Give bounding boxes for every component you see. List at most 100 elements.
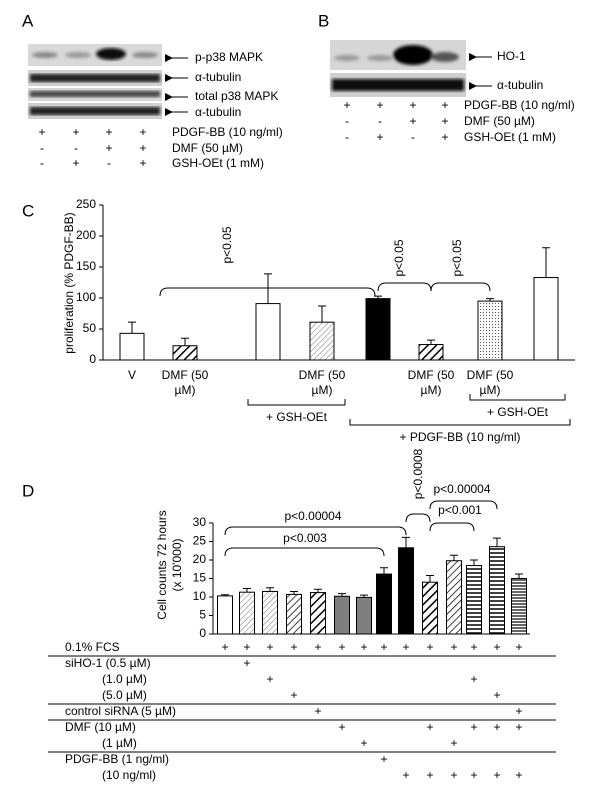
condition-mark: + <box>515 768 522 782</box>
condition-mark: + <box>493 720 500 734</box>
treatment-label: DMF (50 µM) <box>172 141 243 155</box>
error-bar <box>318 305 326 323</box>
condition-mark: + <box>450 768 457 782</box>
x-tick-label-box: DMF (50 µM) <box>407 368 455 397</box>
bar <box>418 344 444 361</box>
treatment-sign: - <box>40 156 44 170</box>
error-bar <box>264 273 272 304</box>
treatment-sign: + <box>376 130 383 144</box>
treatment-sign: + <box>139 125 146 139</box>
treatment-sign: + <box>409 114 416 128</box>
x-tick-label: DMF (50 µM) <box>407 368 455 397</box>
condition-mark: + <box>402 768 409 782</box>
p-value: p<0.001 <box>438 503 482 517</box>
x-tick-label-box: V <box>128 368 136 382</box>
error-bar <box>542 247 550 278</box>
treatment-sign: - <box>345 114 349 128</box>
treatment-sign: + <box>38 125 45 139</box>
bar <box>286 593 302 635</box>
error-bar <box>128 321 136 334</box>
condition-mark: + <box>493 768 500 782</box>
bar <box>533 277 559 361</box>
condition-label: (5.0 µM) <box>102 688 147 702</box>
significance-bracket <box>405 513 431 523</box>
condition-mark: + <box>314 640 321 654</box>
bar <box>422 581 438 635</box>
condition-mark: + <box>450 640 457 654</box>
panel-letter: B <box>318 11 329 30</box>
y-tick-label: 100 <box>76 290 96 304</box>
p-value: p<0.00004 <box>433 482 490 496</box>
treatment-label: DMF (50 µM) <box>464 114 535 128</box>
condition-mark: + <box>426 640 433 654</box>
bar <box>398 547 414 635</box>
y-tick-label: 0 <box>199 626 206 640</box>
y-axis-label: proliferation (% PDGF-BB) <box>62 212 76 353</box>
condition-mark: + <box>360 736 367 750</box>
group-line <box>247 399 346 406</box>
condition-mark: + <box>380 752 387 766</box>
y-tick-label: 50 <box>83 321 97 335</box>
significance-bracket <box>429 522 475 532</box>
bar <box>217 595 233 635</box>
significance-bracket <box>159 287 376 297</box>
error-bar <box>243 587 251 593</box>
bar <box>172 345 198 361</box>
band-label: HO-1 <box>497 49 526 63</box>
significance-bracket <box>224 547 385 557</box>
condition-mark: + <box>470 640 477 654</box>
y-axis-label: Cell counts 72 hours <box>155 510 169 619</box>
condition-mark: + <box>493 688 500 702</box>
bar <box>365 298 391 361</box>
bar <box>255 303 281 361</box>
treatment-sign: - <box>411 130 415 144</box>
bar <box>446 560 462 635</box>
condition-mark: + <box>493 640 500 654</box>
treatment-sign: - <box>40 141 44 155</box>
treatment-sign: - <box>107 156 111 170</box>
error-bar <box>515 573 523 579</box>
bar <box>356 596 372 635</box>
significance-bracket <box>429 500 498 510</box>
x-tick-label-box: DMF (50 µM) <box>298 368 346 397</box>
bar <box>376 573 392 635</box>
condition-mark: + <box>360 640 367 654</box>
bar <box>511 578 527 635</box>
y-tick-label: 15 <box>193 571 207 585</box>
condition-mark: + <box>338 720 345 734</box>
group-label: + GSH-OEt <box>487 405 549 419</box>
treatment-sign: + <box>409 98 416 112</box>
bar <box>477 300 503 361</box>
treatment-sign: + <box>72 156 79 170</box>
p-value: p<0.0008 <box>411 448 425 499</box>
p-value: p<0.05 <box>392 239 406 276</box>
treatment-sign: + <box>441 114 448 128</box>
condition-mark: + <box>290 688 297 702</box>
condition-label: (10 ng/ml) <box>102 768 156 782</box>
group-line <box>469 394 566 401</box>
condition-mark: + <box>470 720 477 734</box>
band-label: α-tubulin <box>497 78 543 92</box>
treatment-label: GSH-OEt (1 mM) <box>464 130 556 144</box>
x-tick-label: DMF (50 µM) <box>298 368 346 397</box>
error-bar <box>380 567 388 575</box>
condition-mark: + <box>515 640 522 654</box>
condition-mark: + <box>515 704 522 718</box>
y-tick-label: 20 <box>193 552 207 566</box>
error-bar <box>450 554 458 561</box>
blot-a <box>28 44 188 119</box>
treatment-sign: + <box>105 141 112 155</box>
bar <box>262 590 278 635</box>
treatment-sign: - <box>74 141 78 155</box>
p-value: p<0.00004 <box>284 509 341 523</box>
condition-mark: + <box>402 640 409 654</box>
treatment-sign: - <box>378 114 382 128</box>
condition-label: (1.0 µM) <box>102 672 147 686</box>
treatment-sign: + <box>441 130 448 144</box>
x-tick-label: DMF (50 µM) <box>161 368 209 397</box>
treatment-sign: + <box>139 156 146 170</box>
condition-label: siHO-1 (0.5 µM) <box>65 656 151 670</box>
bar <box>310 592 326 635</box>
bar <box>334 595 350 635</box>
x-tick-label-box: DMF (50 µM) <box>467 368 514 397</box>
